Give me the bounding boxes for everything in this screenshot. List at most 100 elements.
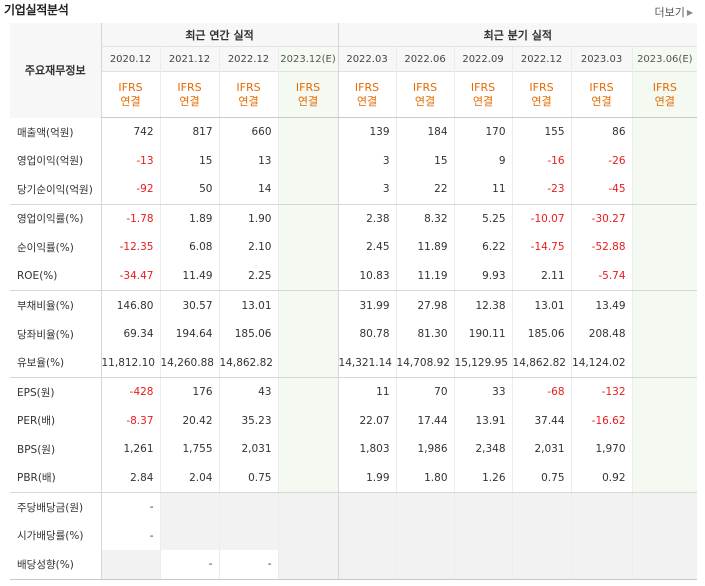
basis-consolidation: 연결	[531, 94, 552, 108]
value-cell	[631, 261, 698, 292]
value-cell	[631, 550, 698, 580]
basis-header: IFRS 연결	[100, 71, 160, 118]
value-cell: 15,129.95	[453, 348, 513, 378]
value-cell: -13	[100, 146, 160, 176]
value-cell: -1.78	[100, 204, 160, 234]
value-cell: 10.83	[337, 261, 397, 292]
value-cell: 2,031	[218, 435, 278, 464]
value-cell	[337, 492, 397, 522]
row-label: PER(배)	[17, 415, 56, 428]
value-cell: 176	[159, 377, 219, 407]
value-cell: 1,803	[337, 435, 397, 464]
value-cell: 13.91	[453, 406, 513, 436]
value-cell: 86	[570, 117, 633, 147]
row-label: 시가배당률(%)	[17, 530, 84, 543]
period-header: 2022.12	[511, 46, 572, 72]
value-cell: -26	[570, 146, 633, 176]
value-cell: 14,321.14	[337, 348, 397, 378]
value-cell	[277, 492, 339, 522]
value-cell: 27.98	[395, 290, 455, 320]
value-cell: 1,755	[159, 435, 219, 464]
value-cell: -45	[570, 175, 633, 205]
value-cell: 14	[218, 175, 278, 205]
basis-header: IFRS 연결	[277, 71, 339, 118]
value-cell: 20.42	[159, 406, 219, 436]
value-cell: 80.78	[337, 319, 397, 349]
value-cell: -12.35	[100, 233, 160, 262]
value-cell	[277, 319, 339, 349]
value-cell	[277, 146, 339, 176]
value-cell	[277, 435, 339, 464]
value-cell: 2.11	[511, 261, 572, 292]
table-row: 시가배당률(%) -	[10, 521, 698, 551]
value-cell: 2.04	[159, 463, 219, 494]
basis-header: IFRS 연결	[631, 71, 698, 118]
value-cell: 14,862.82	[218, 348, 278, 378]
row-label: 유보율(%)	[10, 348, 101, 378]
value-cell	[277, 377, 339, 407]
table-row: 유보율(%) 11,812.10 14,260.88 14,862.82 14,321.…	[10, 348, 698, 378]
value-cell: 3	[337, 175, 397, 205]
value-cell: 3	[337, 146, 397, 176]
row-label: ROE(%)	[10, 261, 101, 292]
value-cell: 37.44	[511, 406, 572, 436]
value-cell: 50	[159, 175, 219, 205]
value-cell	[277, 233, 339, 262]
row-label: 당좌비율(%)	[17, 328, 74, 341]
value-cell: 13	[218, 146, 278, 176]
value-cell	[277, 550, 339, 580]
value-cell	[453, 492, 513, 522]
value-cell	[337, 521, 397, 551]
basis-consolidation: 연결	[297, 94, 319, 108]
value-cell: 14,124.02	[570, 348, 633, 378]
basis-consolidation: 연결	[179, 94, 200, 108]
label-column-header: 주요재무정보	[10, 23, 101, 118]
value-cell: 12.38	[453, 290, 513, 320]
value-cell: -16.62	[570, 406, 633, 436]
period-header: 2021.12	[159, 46, 219, 72]
basis-consolidation: 연결	[356, 94, 378, 108]
value-cell: 185.06	[218, 319, 278, 349]
value-cell: 11.49	[159, 261, 219, 292]
value-cell: -14.75	[511, 233, 572, 262]
basis-consolidation: 연결	[591, 94, 612, 108]
more-link[interactable]: 더보기 ▶	[654, 4, 693, 20]
basis-standard: IFRS	[354, 80, 380, 94]
value-cell: 1.89	[159, 204, 219, 234]
value-cell	[631, 117, 698, 147]
table-row: 영업이익률(%) -1.78 1.89 1.90 2.38 8.32 5.25 -10.07-…	[10, 204, 698, 234]
value-cell	[511, 521, 572, 551]
value-cell: 170	[453, 117, 513, 147]
value-cell: 22	[395, 175, 455, 205]
value-cell: 14,260.88	[159, 348, 219, 378]
value-cell: -	[159, 550, 219, 580]
value-cell: 2.10	[218, 233, 278, 262]
value-cell	[631, 463, 698, 494]
value-cell	[570, 550, 633, 580]
value-cell	[277, 348, 339, 378]
value-cell	[631, 233, 698, 262]
basis-header: IFRS 연결	[511, 71, 572, 118]
value-cell: 1.90	[218, 204, 278, 234]
table-row: 매출액(억원) 742 817 660 139 184 170 155 86	[10, 117, 698, 147]
value-cell: -16	[511, 146, 572, 176]
value-cell: -5.74	[570, 261, 633, 292]
value-cell	[631, 290, 698, 320]
basis-header: IFRS 연결	[395, 71, 455, 118]
value-cell: 81.30	[395, 319, 455, 349]
value-cell	[395, 492, 455, 522]
value-cell: 817	[159, 117, 219, 147]
value-cell: -428	[100, 377, 160, 407]
value-cell	[631, 348, 698, 378]
value-cell: 0.75	[511, 463, 572, 494]
value-cell: 17.44	[395, 406, 455, 436]
value-cell	[218, 521, 278, 551]
value-cell: 184	[395, 117, 455, 147]
value-cell: 15	[159, 146, 219, 176]
period-header: 2023.03	[570, 46, 633, 72]
value-cell: -8.37	[100, 406, 160, 436]
value-cell	[631, 204, 698, 234]
value-cell: 139	[337, 117, 397, 147]
value-cell: 8.32	[395, 204, 455, 234]
value-cell: 2.84	[100, 463, 160, 494]
